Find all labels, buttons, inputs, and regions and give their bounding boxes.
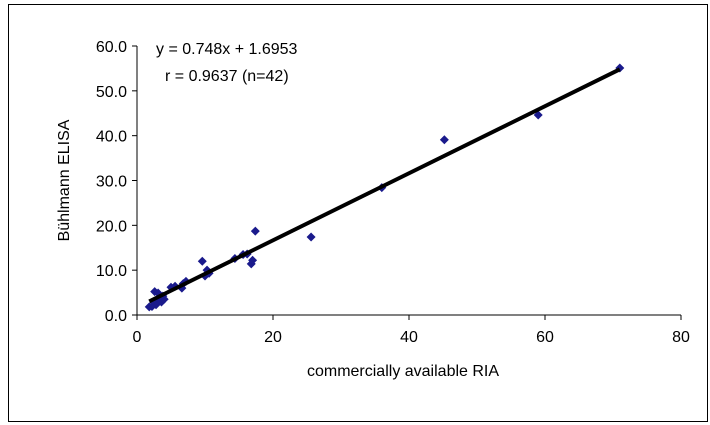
data-point xyxy=(439,135,449,145)
correlation-annotation: r = 0.9637 (n=42) xyxy=(165,68,289,85)
x-tick-label: 60 xyxy=(536,329,554,346)
scatter-chart: 0.0 10.0 20.0 30.0 40.0 50.0 60.0 0 20 40 60 80 y … xyxy=(56,39,690,380)
plot-area: 0.0 10.0 20.0 30.0 40.0 50.0 60.0 0 20 40 60 80 xyxy=(96,39,690,346)
y-tick-label: 40.0 xyxy=(96,129,127,146)
equation-annotation: y = 0.748x + 1.6953 xyxy=(156,41,298,58)
x-axis-ticks: 0 20 40 60 80 xyxy=(133,315,690,346)
y-axis-title: Bühlmann ELISA xyxy=(56,119,73,241)
data-point xyxy=(248,255,258,265)
y-tick-label: 20.0 xyxy=(96,218,127,235)
chart-frame: 0.0 10.0 20.0 30.0 40.0 50.0 60.0 0 20 40 60 80 y … xyxy=(8,4,708,422)
x-axis-title: commercially available RIA xyxy=(307,363,499,380)
y-axis-ticks: 0.0 10.0 20.0 30.0 40.0 50.0 60.0 xyxy=(96,39,137,325)
x-tick-label: 20 xyxy=(264,329,282,346)
y-tick-label: 60.0 xyxy=(96,39,127,56)
x-tick-label: 0 xyxy=(133,329,142,346)
y-tick-label: 10.0 xyxy=(96,263,127,280)
data-point xyxy=(306,232,316,242)
data-point xyxy=(197,256,207,266)
x-tick-label: 40 xyxy=(400,329,418,346)
y-tick-label: 0.0 xyxy=(105,308,127,325)
y-tick-label: 30.0 xyxy=(96,174,127,191)
x-tick-label: 80 xyxy=(672,329,690,346)
regression-line xyxy=(148,67,621,304)
y-tick-label: 50.0 xyxy=(96,84,127,101)
data-point xyxy=(250,226,260,236)
